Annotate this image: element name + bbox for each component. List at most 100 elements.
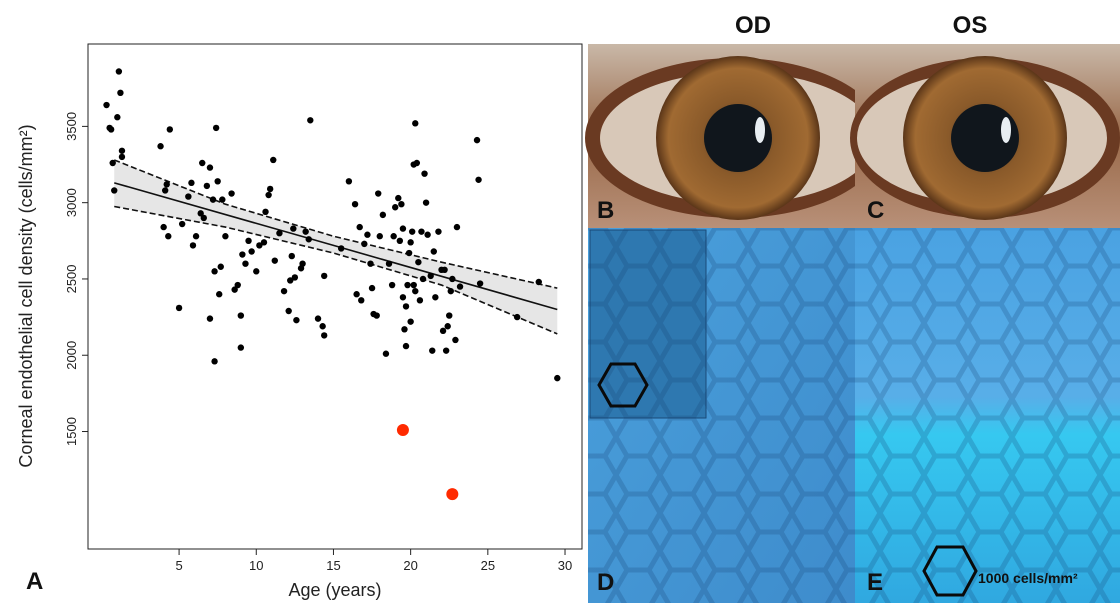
data-point (409, 228, 415, 234)
x-tick-label: 5 (175, 558, 182, 573)
data-point (415, 259, 421, 265)
data-point (475, 177, 481, 183)
panel-label: D (597, 569, 614, 596)
data-point (222, 233, 228, 239)
data-point (238, 344, 244, 350)
data-point (407, 239, 413, 245)
data-point (446, 312, 452, 318)
data-point (364, 232, 370, 238)
data-point (401, 326, 407, 332)
data-point (262, 209, 268, 215)
data-point (290, 225, 296, 231)
data-point (238, 312, 244, 318)
data-point (110, 160, 116, 166)
data-point (435, 228, 441, 234)
data-point (306, 236, 312, 242)
data-point (400, 225, 406, 231)
data-point (218, 264, 224, 270)
x-tick-label: 25 (481, 558, 495, 573)
data-point (157, 143, 163, 149)
data-point (367, 260, 373, 266)
specular-photo: D (588, 228, 855, 603)
data-point (404, 282, 410, 288)
data-point (431, 248, 437, 254)
data-point (245, 238, 251, 244)
data-point (235, 282, 241, 288)
data-point (418, 228, 424, 234)
data-point (239, 251, 245, 257)
data-point (457, 283, 463, 289)
data-point (176, 305, 182, 311)
data-point (167, 126, 173, 132)
x-tick-label: 10 (249, 558, 263, 573)
data-point (261, 239, 267, 245)
data-point (267, 186, 273, 192)
data-point (219, 196, 225, 202)
data-point (403, 343, 409, 349)
y-tick-label: 3500 (64, 112, 79, 141)
data-point (211, 268, 217, 274)
data-point (211, 358, 217, 364)
data-point (185, 193, 191, 199)
data-point (536, 279, 542, 285)
data-point (114, 114, 120, 120)
data-point (380, 212, 386, 218)
data-point (204, 183, 210, 189)
data-point (400, 294, 406, 300)
data-point (160, 224, 166, 230)
panel-label: B (597, 197, 614, 224)
data-point (307, 117, 313, 123)
data-point (352, 201, 358, 207)
data-point (179, 221, 185, 227)
data-point (358, 297, 364, 303)
data-point (452, 337, 458, 343)
data-point (346, 178, 352, 184)
data-point (441, 267, 447, 273)
data-point (276, 230, 282, 236)
data-point (188, 180, 194, 186)
data-point (210, 196, 216, 202)
data-point (477, 280, 483, 286)
data-point (440, 328, 446, 334)
data-point (432, 294, 438, 300)
data-point (270, 157, 276, 163)
eye-photo: B (585, 44, 885, 228)
data-point (386, 260, 392, 266)
data-point (474, 137, 480, 143)
data-point (315, 315, 321, 321)
data-point (429, 347, 435, 353)
data-point (444, 323, 450, 329)
data-point (199, 160, 205, 166)
data-point (201, 215, 207, 221)
data-point (285, 308, 291, 314)
data-point (207, 315, 213, 321)
panel-label: E (867, 569, 883, 596)
panel-label: C (867, 197, 884, 224)
data-point (414, 160, 420, 166)
data-point (164, 181, 170, 187)
x-tick-label: 20 (403, 558, 417, 573)
data-point (398, 201, 404, 207)
data-point (242, 260, 248, 266)
data-point (392, 204, 398, 210)
y-tick-label: 3000 (64, 188, 79, 217)
data-point (412, 120, 418, 126)
data-point (281, 288, 287, 294)
data-point (116, 68, 122, 74)
data-point (321, 273, 327, 279)
data-point (361, 241, 367, 247)
data-point (421, 170, 427, 176)
data-point (119, 154, 125, 160)
y-tick-label: 1500 (64, 417, 79, 446)
data-point (214, 178, 220, 184)
data-point (293, 317, 299, 323)
data-point (417, 297, 423, 303)
data-point (213, 125, 219, 131)
data-point (265, 192, 271, 198)
data-point (369, 285, 375, 291)
data-point (103, 102, 109, 108)
data-point (108, 126, 114, 132)
column-heading: OD (735, 12, 771, 39)
data-point (411, 282, 417, 288)
y-axis-title: Corneal endothelial cell density (cells/… (16, 124, 36, 467)
